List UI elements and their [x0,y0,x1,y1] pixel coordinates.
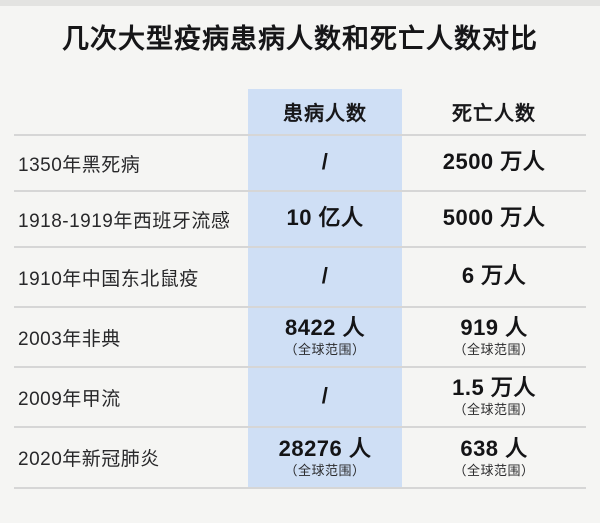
table-row-spanish-flu: 1918-1919年西班牙流感 10 亿人 5000 万人 [14,192,586,248]
cases-cell: 28276 人 （全球范围） [248,428,402,487]
cases-note: （全球范围） [284,462,366,478]
deaths-cell: 2500 万人 [402,136,586,190]
table-row-covid19: 2020年新冠肺炎 28276 人 （全球范围） 638 人 （全球范围） [14,428,586,489]
deaths-note: （全球范围） [453,342,535,357]
cases-cell: / [248,136,402,190]
cases-value: 10 亿人 [286,205,364,230]
row-label: 1910年中国东北鼠疫 [18,268,199,290]
cases-value: / [321,383,329,408]
deaths-value: 5000 万人 [442,205,546,230]
row-label: 2003年非典 [18,328,121,350]
cases-cell: / [248,248,402,306]
cases-cell: 10 亿人 [248,192,402,246]
row-label: 2009年甲流 [18,388,121,410]
table-row-manchurian-plague: 1910年中国东北鼠疫 / 6 万人 [14,248,586,308]
table-row-sars: 2003年非典 8422 人 （全球范围） 919 人 （全球范围） [14,308,586,368]
cases-value: / [321,149,329,174]
deaths-note: （全球范围） [453,402,535,417]
table-row-h1n1: 2009年甲流 / 1.5 万人 （全球范围） [14,368,586,428]
deaths-value: 6 万人 [461,263,527,288]
cases-value: 28276 人 [278,435,372,461]
deaths-value: 919 人 [460,315,528,340]
deaths-value: 1.5 万人 [452,375,536,400]
deaths-value: 638 人 [460,435,528,461]
row-label: 1918-1919年西班牙流感 [18,210,231,232]
deaths-cell: 6 万人 [402,248,586,306]
cases-value: 8422 人 [284,315,366,340]
header-spacer-cell [14,89,248,134]
chart-title: 几次大型疫病患病人数和死亡人数对比 [62,24,538,54]
cases-value: / [321,263,329,288]
deaths-value: 2500 万人 [442,149,546,174]
deaths-cell: 5000 万人 [402,192,586,246]
cases-cell: 8422 人 （全球范围） [248,308,402,366]
column-header-cases: 患病人数 [248,89,402,134]
deaths-cell: 919 人 （全球范围） [402,308,586,366]
cases-note: （全球范围） [284,342,366,357]
deaths-cell: 638 人 （全球范围） [402,428,586,487]
top-edge-strip [0,0,600,6]
table-row-black-death: 1350年黑死病 / 2500 万人 [14,136,586,192]
comparison-table: 患病人数 死亡人数 1350年黑死病 / 2500 万人 1918-1919年西… [14,89,586,489]
deaths-cell: 1.5 万人 （全球范围） [402,368,586,426]
row-label: 2020年新冠肺炎 [18,449,160,470]
row-label: 1350年黑死病 [18,154,141,176]
table-header-row: 患病人数 死亡人数 [14,89,586,136]
column-header-deaths: 死亡人数 [452,103,536,125]
cases-cell: / [248,368,402,426]
deaths-note: （全球范围） [453,462,535,478]
